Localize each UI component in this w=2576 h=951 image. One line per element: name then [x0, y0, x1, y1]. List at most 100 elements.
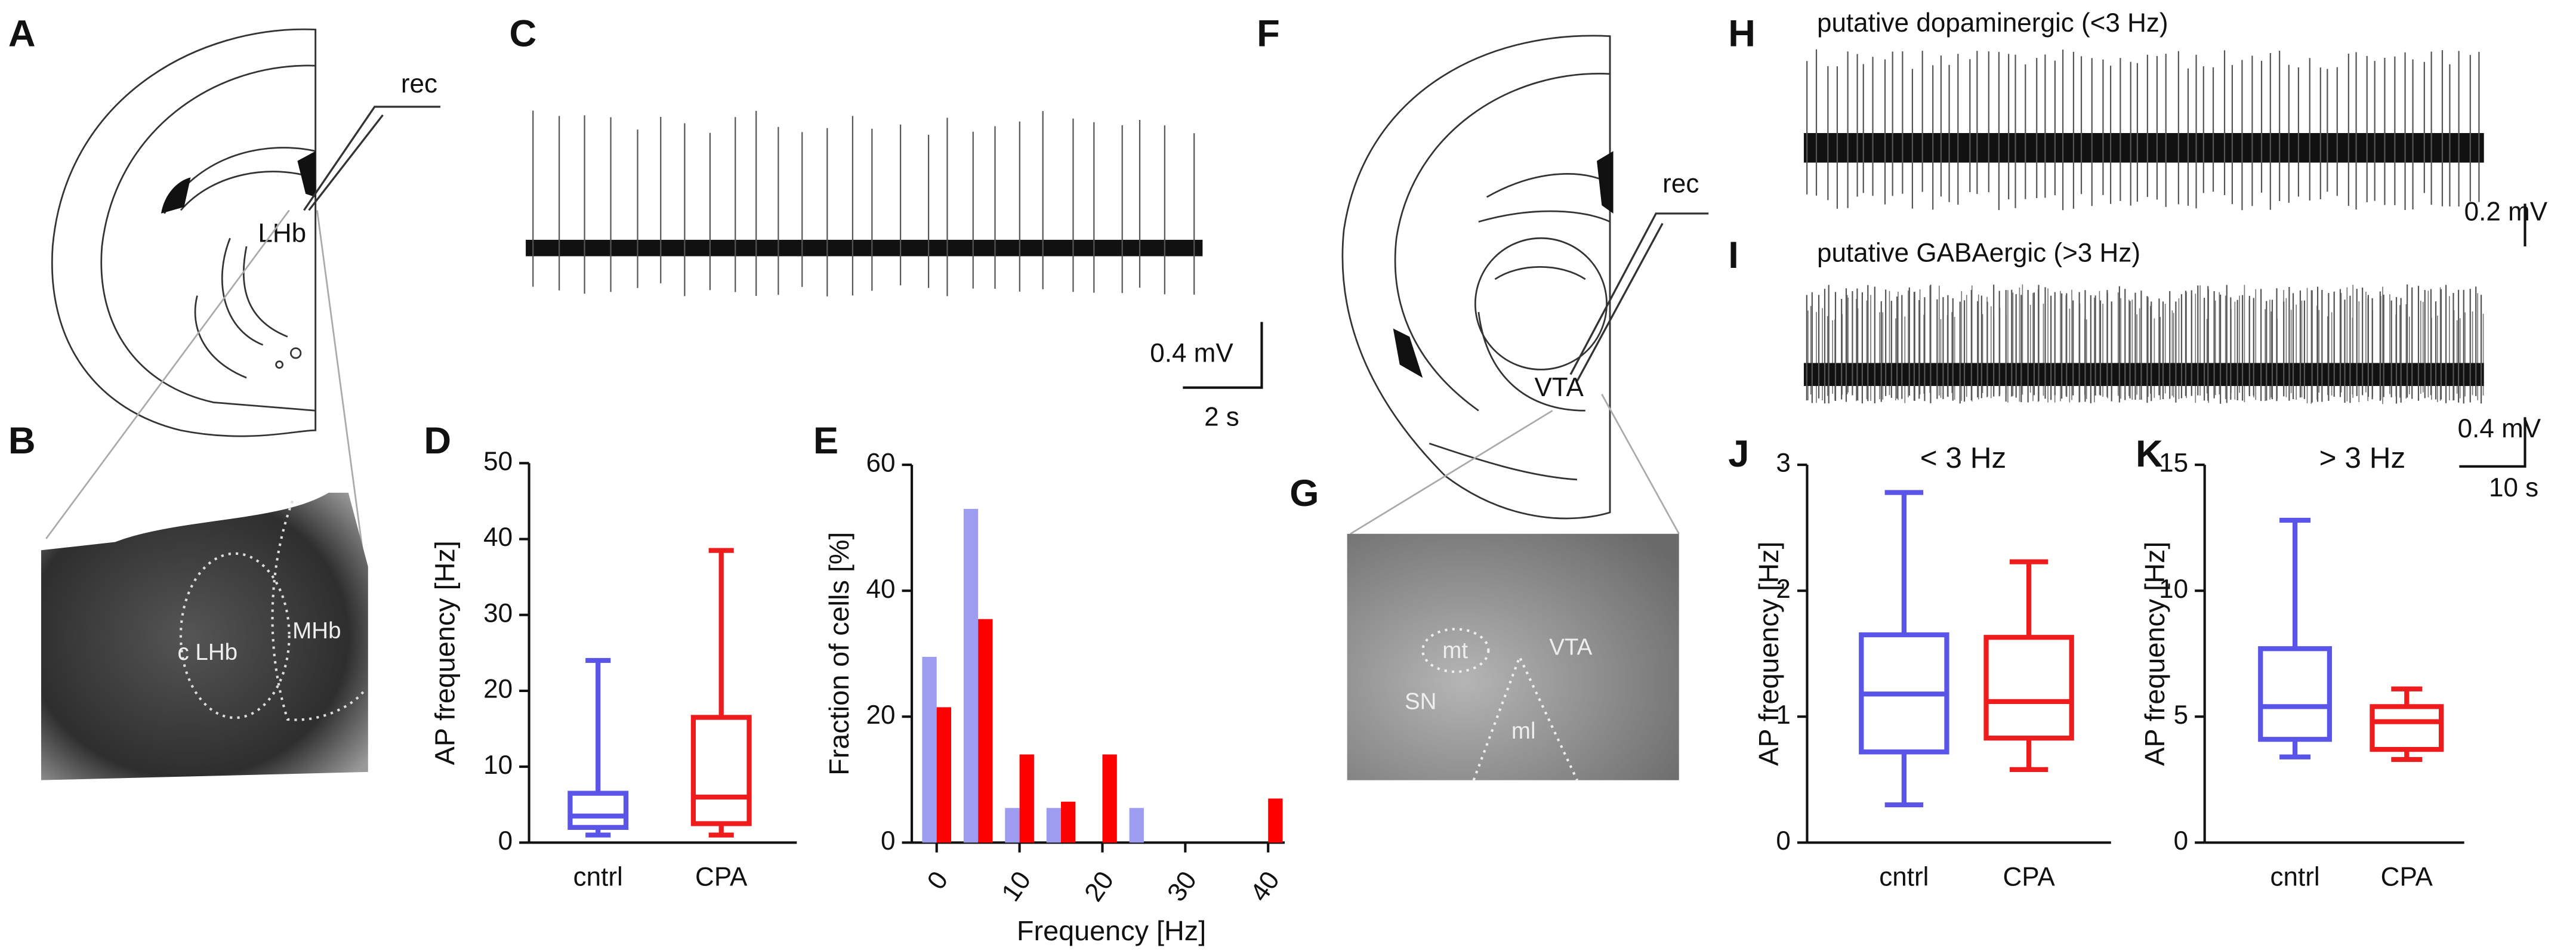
x-tick-label: cntrl: [2270, 863, 2320, 892]
annotation: SN: [1405, 688, 1437, 714]
panel-letter: H: [1728, 13, 1756, 54]
panel-letter: I: [1728, 234, 1739, 276]
bar: [1046, 808, 1062, 843]
y-tick-label: 0: [498, 826, 513, 856]
box: [2370, 704, 2444, 752]
x-tick-label: 40: [1245, 866, 1285, 907]
y-axis-label: AP frequency [Hz]: [2139, 542, 2170, 766]
y-axis-label: AP frequency [Hz]: [429, 541, 460, 765]
y-tick-label: 15: [2159, 449, 2188, 478]
box: [567, 791, 629, 830]
electrode: [303, 106, 440, 211]
box: [1983, 635, 2074, 741]
y-tick-label: 1: [1776, 700, 1791, 730]
trace-title: putative GABAergic (>3 Hz): [1817, 238, 2140, 267]
scale-label: 0.4 mV: [1150, 338, 1233, 368]
panel-letter: F: [1257, 13, 1280, 54]
box: [2258, 646, 2333, 742]
x-tick-label: CPA: [2381, 863, 2433, 892]
y-tick-label: 0: [1776, 826, 1791, 856]
y-tick-label: 0: [2174, 826, 2189, 856]
scale-label: 2 s: [1204, 403, 1239, 432]
bar: [1268, 798, 1283, 843]
y-tick-label: 40: [866, 575, 896, 604]
y-tick-label: 0: [881, 826, 895, 856]
y-tick-label: 2: [1776, 575, 1791, 604]
micrograph-g: mt VTA SN ml: [1347, 533, 1679, 781]
y-tick-label: 60: [866, 449, 896, 478]
y-tick-label: 20: [483, 675, 513, 704]
zoom-line: [45, 209, 290, 539]
ventricle: [297, 151, 316, 197]
x-tick-label: 30: [1162, 866, 1202, 907]
y-axis-label: AP frequency [Hz]: [1753, 542, 1784, 766]
y-tick-label: 5: [2174, 700, 2189, 730]
x-tick-label: 0: [921, 866, 954, 895]
micrograph-b: c LHb MHb: [41, 492, 368, 780]
x-tick-label: cntrl: [1879, 863, 1929, 892]
scale-label: 0.2 mV: [2464, 197, 2548, 227]
panel-letter: E: [813, 420, 838, 462]
noise-band: [1803, 363, 2484, 386]
panel-letter: C: [510, 13, 537, 54]
chart-title: > 3 Hz: [2319, 441, 2406, 474]
annotation: mt: [1442, 638, 1468, 663]
y-tick-label: 30: [483, 598, 513, 628]
panel-letter: J: [1728, 433, 1749, 475]
noise-band: [526, 239, 1203, 257]
brain-section-f: [1341, 35, 1611, 520]
recording-trace: [526, 110, 1203, 297]
ventricle: [1393, 328, 1423, 378]
recording-trace: [1803, 284, 2484, 405]
x-tick-label: CPA: [695, 863, 748, 892]
y-tick-label: 10: [2159, 575, 2188, 604]
zoom-line: [1601, 394, 1680, 535]
bar: [978, 619, 993, 843]
zoom-line: [316, 210, 366, 567]
annotation: c LHb: [177, 640, 237, 665]
x-tick-label: 10: [996, 866, 1036, 907]
scale-label: 10 s: [2489, 473, 2538, 502]
box: [690, 715, 752, 826]
bar: [1129, 808, 1144, 843]
annotation: rec: [1662, 169, 1699, 199]
panel-letter: G: [1289, 473, 1319, 514]
y-tick-label: 20: [866, 700, 896, 730]
annotation: rec: [401, 69, 437, 98]
x-axis-label: Frequency [Hz]: [1017, 915, 1206, 946]
y-tick-label: 3: [1776, 449, 1791, 478]
bar: [936, 707, 952, 843]
bar: [1005, 808, 1020, 843]
bar: [1102, 754, 1117, 843]
noise-band: [1803, 132, 2484, 163]
y-axis-label: Fraction of cells [%]: [823, 532, 854, 776]
annotation: MHb: [292, 618, 341, 644]
annotation: ml: [1511, 718, 1536, 744]
recording-trace: [1803, 49, 2484, 211]
annotation: VTA: [1534, 373, 1584, 402]
bar: [963, 508, 979, 843]
scale-bar: [1183, 203, 2526, 468]
x-tick-label: CPA: [2003, 863, 2055, 892]
y-tick-label: 10: [483, 751, 513, 780]
panel-letter: K: [2136, 433, 2163, 475]
chart-title: < 3 Hz: [1920, 441, 2007, 474]
bar: [1061, 801, 1076, 843]
electrode: [1569, 212, 1709, 382]
zoom-line: [1350, 410, 1553, 535]
y-tick-label: 40: [483, 523, 513, 552]
ventricle: [161, 177, 191, 214]
trace-title: putative dopaminergic (<3 Hz): [1817, 8, 2168, 38]
y-tick-label: 50: [483, 447, 513, 476]
scale-label: 0.4 mV: [2458, 414, 2541, 443]
x-tick-label: cntrl: [573, 863, 623, 892]
panel-letter: D: [424, 420, 451, 462]
bar: [1019, 754, 1034, 843]
annotation: VTA: [1549, 635, 1592, 660]
bar: [922, 656, 937, 843]
panel-letter: A: [8, 13, 36, 54]
ventricle: [1597, 151, 1614, 214]
x-tick-label: 20: [1079, 866, 1119, 907]
